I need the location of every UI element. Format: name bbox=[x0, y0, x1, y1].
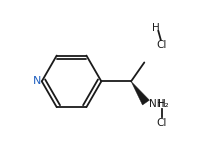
Text: Cl: Cl bbox=[157, 118, 167, 128]
Text: NH₂: NH₂ bbox=[149, 99, 169, 108]
Text: N: N bbox=[32, 76, 41, 86]
Text: Cl: Cl bbox=[157, 40, 167, 50]
Text: H: H bbox=[152, 23, 160, 33]
Polygon shape bbox=[131, 81, 149, 105]
Text: H: H bbox=[158, 99, 166, 109]
